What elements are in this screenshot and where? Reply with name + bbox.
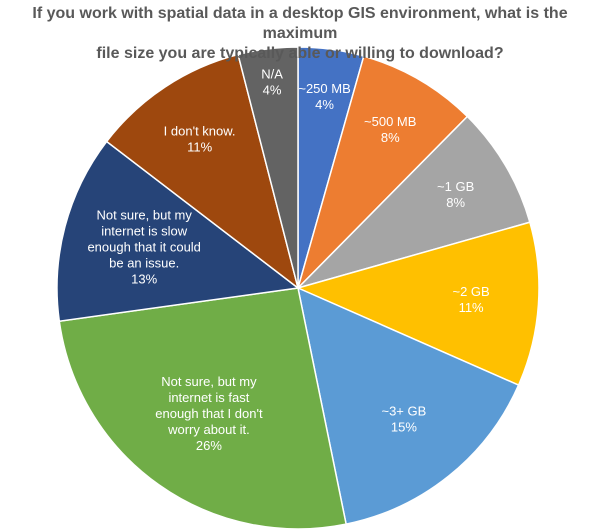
slice-label: I don't know. 11% [164,123,236,154]
slice-percent-label: 11% [459,300,484,315]
slice-label: Not sure, but my internet is fast enough t… [155,374,263,453]
slice-category-label: N/A [261,66,283,81]
slice-category-label: ~500 MB [364,114,416,129]
slice-percent-label: 8% [446,195,465,210]
slice-category-label: enough that it could [87,239,200,254]
slice-percent-label: 4% [315,97,334,112]
chart-title: If you work with spatial data in a deskt… [0,4,600,64]
slice-label: N/A 4% [261,66,283,97]
slice-label: ~3+ GB 15% [381,403,426,434]
pie-slice [295,115,531,290]
slice-label: ~1 GB 8% [437,179,474,210]
pie-slice [297,55,469,289]
slice-percent-label: 11% [187,139,212,154]
slice-category-label: ~250 MB [298,81,350,96]
slice-percent-label: 13% [131,271,157,286]
pie-slice [295,221,540,387]
slice-label: ~500 MB 8% [364,114,416,145]
slice-label: ~2 GB 11% [452,284,489,315]
chart-title-line-2: file size you are typically able or will… [96,45,504,62]
slice-category-label: worry about it. [167,422,250,437]
slice-percent-label: 26% [196,438,222,453]
slice-category-label: internet is slow [101,223,188,238]
slice-category-label: ~2 GB [452,284,489,299]
pie-slice [237,46,299,289]
slice-label: ~250 MB 4% [298,81,350,112]
slice-label: Not sure, but my internet is slow enough t… [87,207,200,286]
slice-category-label: be an issue. [109,255,179,270]
slice-percent-label: 4% [263,82,282,97]
slice-category-label: Not sure, but my [161,374,257,389]
pie-slice [296,286,520,526]
slice-percent-label: 15% [391,419,417,434]
slice-percent-label: 8% [381,130,400,145]
pie-slice [56,140,300,323]
slice-category-label: ~1 GB [437,179,474,194]
slice-category-label: internet is fast [168,390,249,405]
pie-slice [58,287,348,530]
slice-category-label: enough that I don't [155,406,263,421]
slice-category-label: I don't know. [164,123,236,138]
pie-slice [105,53,300,290]
slice-category-label: Not sure, but my [97,207,193,222]
chart-title-line-1: If you work with spatial data in a deskt… [32,5,568,42]
slice-category-label: ~3+ GB [381,403,426,418]
